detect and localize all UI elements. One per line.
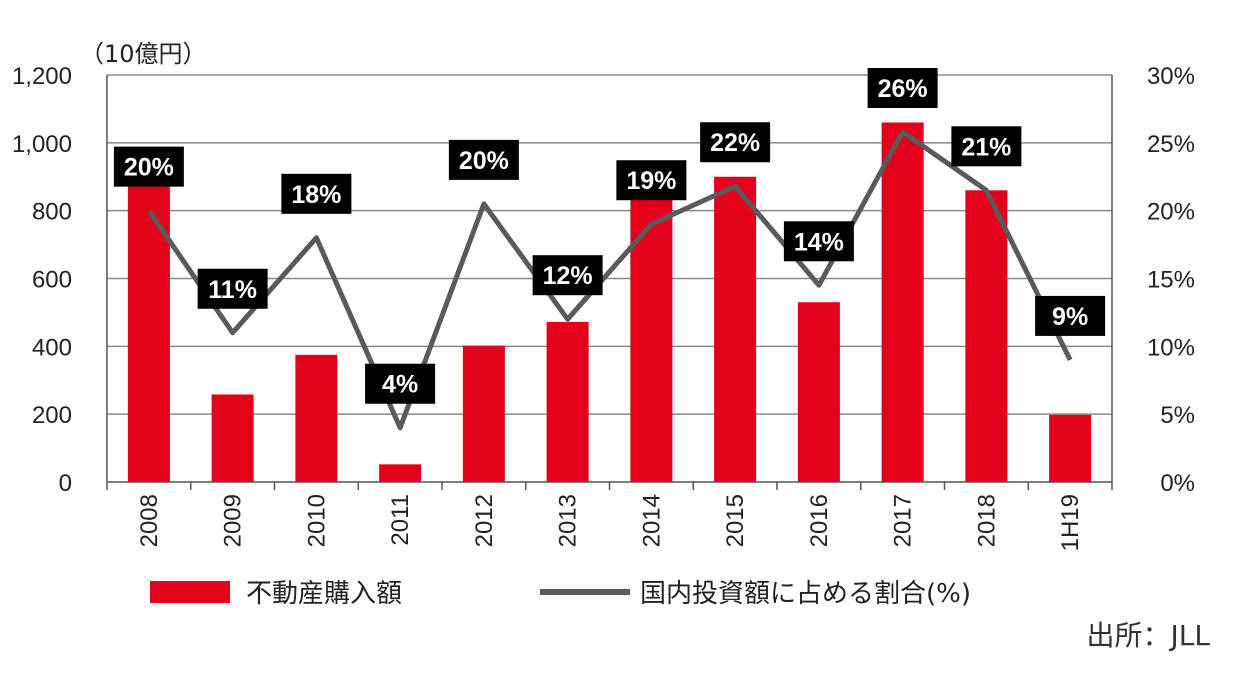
data-label: 12% xyxy=(543,262,593,290)
data-label: 20% xyxy=(459,147,509,175)
x-tick-label: 2014 xyxy=(638,494,665,547)
x-tick-label: 2017 xyxy=(890,494,917,547)
data-label-box xyxy=(1035,295,1106,336)
y-right-tick-label: 5% xyxy=(1160,402,1195,429)
data-label: 22% xyxy=(710,129,760,157)
data-label-box xyxy=(281,173,352,214)
data-label-box xyxy=(616,160,687,201)
bar xyxy=(546,321,589,482)
data-label: 18% xyxy=(291,181,341,209)
x-tick-label: 2009 xyxy=(220,494,247,547)
x-tick-label: 2008 xyxy=(136,494,163,547)
axes: 0 0% 200 5% 400 10% 600 15% 800 20% 1,000 25% 1,200 3… xyxy=(12,63,1195,551)
data-label: 4% xyxy=(382,371,418,399)
data-label: 14% xyxy=(794,228,844,256)
data-label: 20% xyxy=(124,154,174,182)
data-label: 21% xyxy=(961,133,1011,161)
bar xyxy=(379,464,422,482)
x-tick-label: 2018 xyxy=(973,494,1000,547)
legend-bar-label: 不動産購入額 xyxy=(246,579,402,609)
x-tick-label: 2012 xyxy=(471,494,498,547)
left-axis-unit: （10億円） xyxy=(80,40,207,68)
line-series-path xyxy=(146,129,1073,431)
y-right-tick-label: 0% xyxy=(1160,470,1195,497)
x-tick-label: 2013 xyxy=(555,494,582,547)
data-label-box xyxy=(365,363,436,404)
y-right-tick-label: 20% xyxy=(1147,199,1195,226)
data-label-box xyxy=(532,255,603,296)
bar xyxy=(714,176,757,482)
bar xyxy=(462,345,505,482)
bar xyxy=(295,354,338,482)
data-label-box xyxy=(867,67,938,108)
data-label: 11% xyxy=(208,276,257,304)
x-tick-label: 1H19 xyxy=(1057,494,1084,551)
legend-bar-swatch xyxy=(150,581,230,603)
x-tick-label: 2016 xyxy=(806,494,833,547)
legend: 不動産購入額 国内投資額に占める割合(%) xyxy=(150,579,971,609)
bar xyxy=(797,302,840,482)
source-note: 出所：JLL xyxy=(1087,619,1211,652)
data-label-box xyxy=(783,221,854,262)
y-left-tick-label: 600 xyxy=(32,267,72,294)
y-right-tick-label: 25% xyxy=(1147,131,1195,158)
bar xyxy=(881,122,924,482)
y-left-tick-label: 1,200 xyxy=(12,63,72,90)
gridlines xyxy=(107,74,1112,415)
data-label: 26% xyxy=(878,75,928,103)
y-left-tick-label: 0 xyxy=(59,470,72,497)
y-right-tick-label: 30% xyxy=(1147,63,1195,90)
data-label-box xyxy=(700,122,771,163)
bar xyxy=(965,190,1008,483)
data-labels: 20% 11% 18% 4% 20% 12% 19% 22% 14% 26% 21% 9% xyxy=(113,67,1106,404)
data-label-box xyxy=(448,139,519,180)
legend-line-label: 国内投資額に占める割合(%) xyxy=(640,579,971,609)
data-label-box xyxy=(197,268,268,309)
data-label: 9% xyxy=(1052,303,1088,331)
y-right-tick-label: 10% xyxy=(1147,334,1195,361)
data-label: 19% xyxy=(626,167,676,195)
bar xyxy=(211,394,254,482)
bar xyxy=(630,190,673,483)
data-label-box xyxy=(113,146,184,187)
y-left-tick-label: 1,000 xyxy=(12,131,72,158)
x-tick-label: 2010 xyxy=(303,494,330,547)
x-tick-label: 2011 xyxy=(387,494,414,546)
x-tick-label: 2015 xyxy=(722,494,749,547)
bar xyxy=(1049,414,1092,482)
y-left-tick-label: 800 xyxy=(32,199,72,226)
y-left-tick-label: 200 xyxy=(32,402,72,429)
bar-series xyxy=(127,122,1092,483)
data-label-box xyxy=(951,126,1022,167)
y-left-tick-label: 400 xyxy=(32,334,72,361)
y-right-tick-label: 15% xyxy=(1147,267,1195,294)
line-series xyxy=(146,129,1073,431)
